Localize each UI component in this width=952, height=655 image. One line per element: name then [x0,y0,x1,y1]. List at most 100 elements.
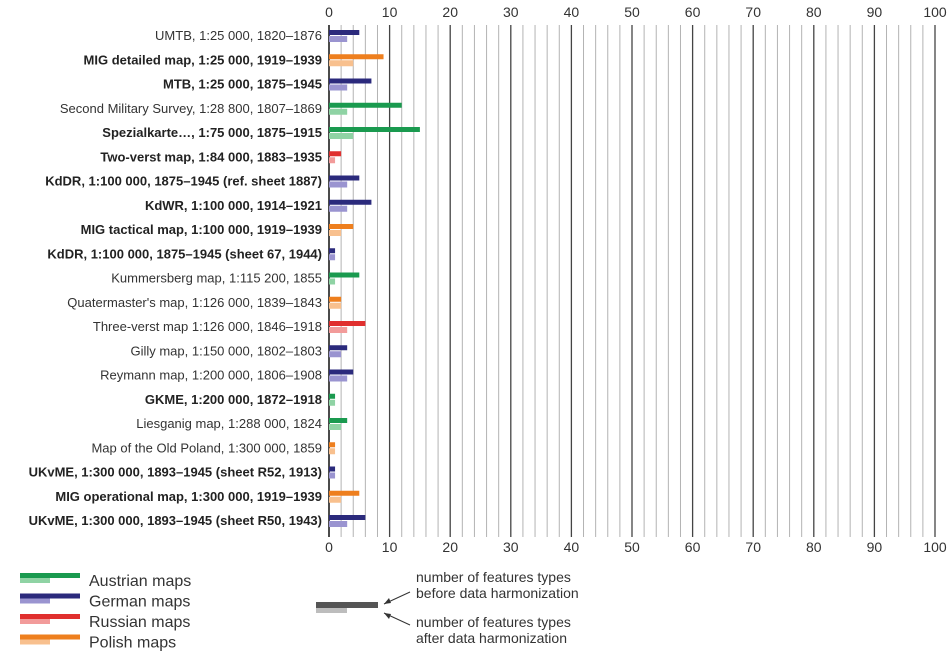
bar-after [329,521,348,527]
bar-before [329,321,366,326]
category-label: MIG operational map, 1:300 000, 1919–193… [55,489,322,504]
category-label: KdWR, 1:100 000, 1914–1921 [145,198,322,213]
key-before-label: before data harmonization [416,585,579,601]
x-tick-label-top: 80 [806,4,822,20]
legend-label: German maps [89,594,190,611]
bar-before [329,248,336,254]
category-label: Second Military Survey, 1:28 800, 1807–1… [60,101,322,116]
bar-after [329,424,342,430]
legend-swatch-before [20,573,80,578]
category-label: Liesganig map, 1:288 000, 1824 [136,416,322,431]
bar-after [329,399,336,406]
x-tick-label-top: 30 [503,4,519,20]
bars [329,30,420,527]
bar-before [329,78,372,84]
category-label: Three-verst map 1:126 000, 1846–1918 [93,319,322,334]
category-label: Map of the Old Poland, 1:300 000, 1859 [91,440,322,455]
bar-after [329,302,342,309]
bar-before [329,515,366,520]
bar-after [329,133,354,139]
bar-after [329,327,348,333]
category-label: UKvME, 1:300 000, 1893–1945 (sheet R52, … [29,465,322,480]
legend-label: Russian maps [89,614,190,631]
category-labels: UMTB, 1:25 000, 1820–1876 MIG detailed ma… [29,28,322,528]
bar-before [329,369,354,375]
x-tick-label-top: 70 [745,4,761,20]
category-label: Spezialkarte…, 1:75 000, 1875–1915 [102,125,322,140]
x-tick-label-bottom: 0 [325,539,333,555]
axis-ticks: 0 0 10 10 20 20 30 30 40 40 50 50 60 60 70 70 80 80 90 90 10… [325,4,947,555]
x-tick-label-bottom: 70 [745,539,761,555]
bar-after [329,375,348,382]
key-after-label: number of features types [416,614,571,630]
category-label: UMTB, 1:25 000, 1820–1876 [155,28,322,43]
bar-before [329,393,336,399]
category-label: MIG detailed map, 1:25 000, 1919–1939 [84,52,322,67]
legend-swatch-before [20,614,80,619]
x-tick-label-top: 40 [564,4,580,20]
bar-after [329,181,348,188]
x-tick-label-bottom: 60 [685,539,701,555]
category-label: Reymann map, 1:200 000, 1806–1908 [100,368,322,383]
category-label: Two-verst map, 1:84 000, 1883–1935 [100,149,322,164]
bar-after [329,496,342,503]
bar-after [329,254,336,261]
bar-after [329,278,336,285]
bar-after [329,230,342,236]
bar-before [329,151,342,157]
x-tick-label-bottom: 20 [442,539,458,555]
bar-before [329,345,348,351]
legend-swatch-before [20,593,80,599]
category-label: UKvME, 1:300 000, 1893–1945 (sheet R50, … [29,513,322,528]
x-tick-label-bottom: 30 [503,539,519,555]
legend-swatch-after [20,578,50,583]
legend-label: Polish maps [89,635,176,652]
bar-before [329,272,360,278]
key-before-label: number of features types [416,569,571,585]
bar-after [329,36,348,42]
category-label: Gilly map, 1:150 000, 1802–1803 [130,343,322,358]
key-swatch-after [316,608,347,613]
bar-after [329,157,336,164]
category-label: Quatermaster's map, 1:126 000, 1839–1843 [67,295,322,310]
x-tick-label-bottom: 50 [624,539,640,555]
bar-before [329,102,402,108]
bar-after [329,84,348,91]
x-tick-label-top: 100 [923,4,947,20]
category-label: GKME, 1:200 000, 1872–1918 [145,392,322,407]
key-arrowhead-before [384,598,391,604]
category-label: Kummersberg map, 1:115 200, 1855 [111,271,322,286]
x-tick-label-bottom: 80 [806,539,822,555]
category-label: MIG tactical map, 1:100 000, 1919–1939 [81,222,322,237]
bar-before [329,224,354,229]
bar-before [329,466,336,472]
x-tick-label-top: 10 [382,4,398,20]
x-tick-label-top: 50 [624,4,640,20]
category-label: KdDR, 1:100 000, 1875–1945 (sheet 67, 19… [47,246,322,261]
x-tick-label-top: 20 [442,4,458,20]
legend-swatch-after [20,598,50,604]
legend-swatch-after [20,639,50,645]
bar-before [329,54,384,60]
bar-before [329,418,348,423]
bar-after [329,472,336,479]
key-after-label: after data harmonization [416,630,567,646]
x-tick-label-bottom: 10 [382,539,398,555]
x-tick-label-bottom: 100 [923,539,947,555]
bar-after [329,448,336,455]
bar-before [329,296,342,302]
bar-after [329,108,348,115]
legend: Austrian maps German maps Russian maps Poli… [20,573,191,652]
x-tick-label-top: 0 [325,4,333,20]
bar-before [329,199,372,205]
bar-before [329,175,360,181]
bar-after [329,60,354,67]
grid [328,25,936,537]
bar-after [329,205,348,212]
key-arrowhead-after [384,613,391,619]
bar-before [329,127,420,132]
legend-label: Austrian maps [89,573,191,590]
